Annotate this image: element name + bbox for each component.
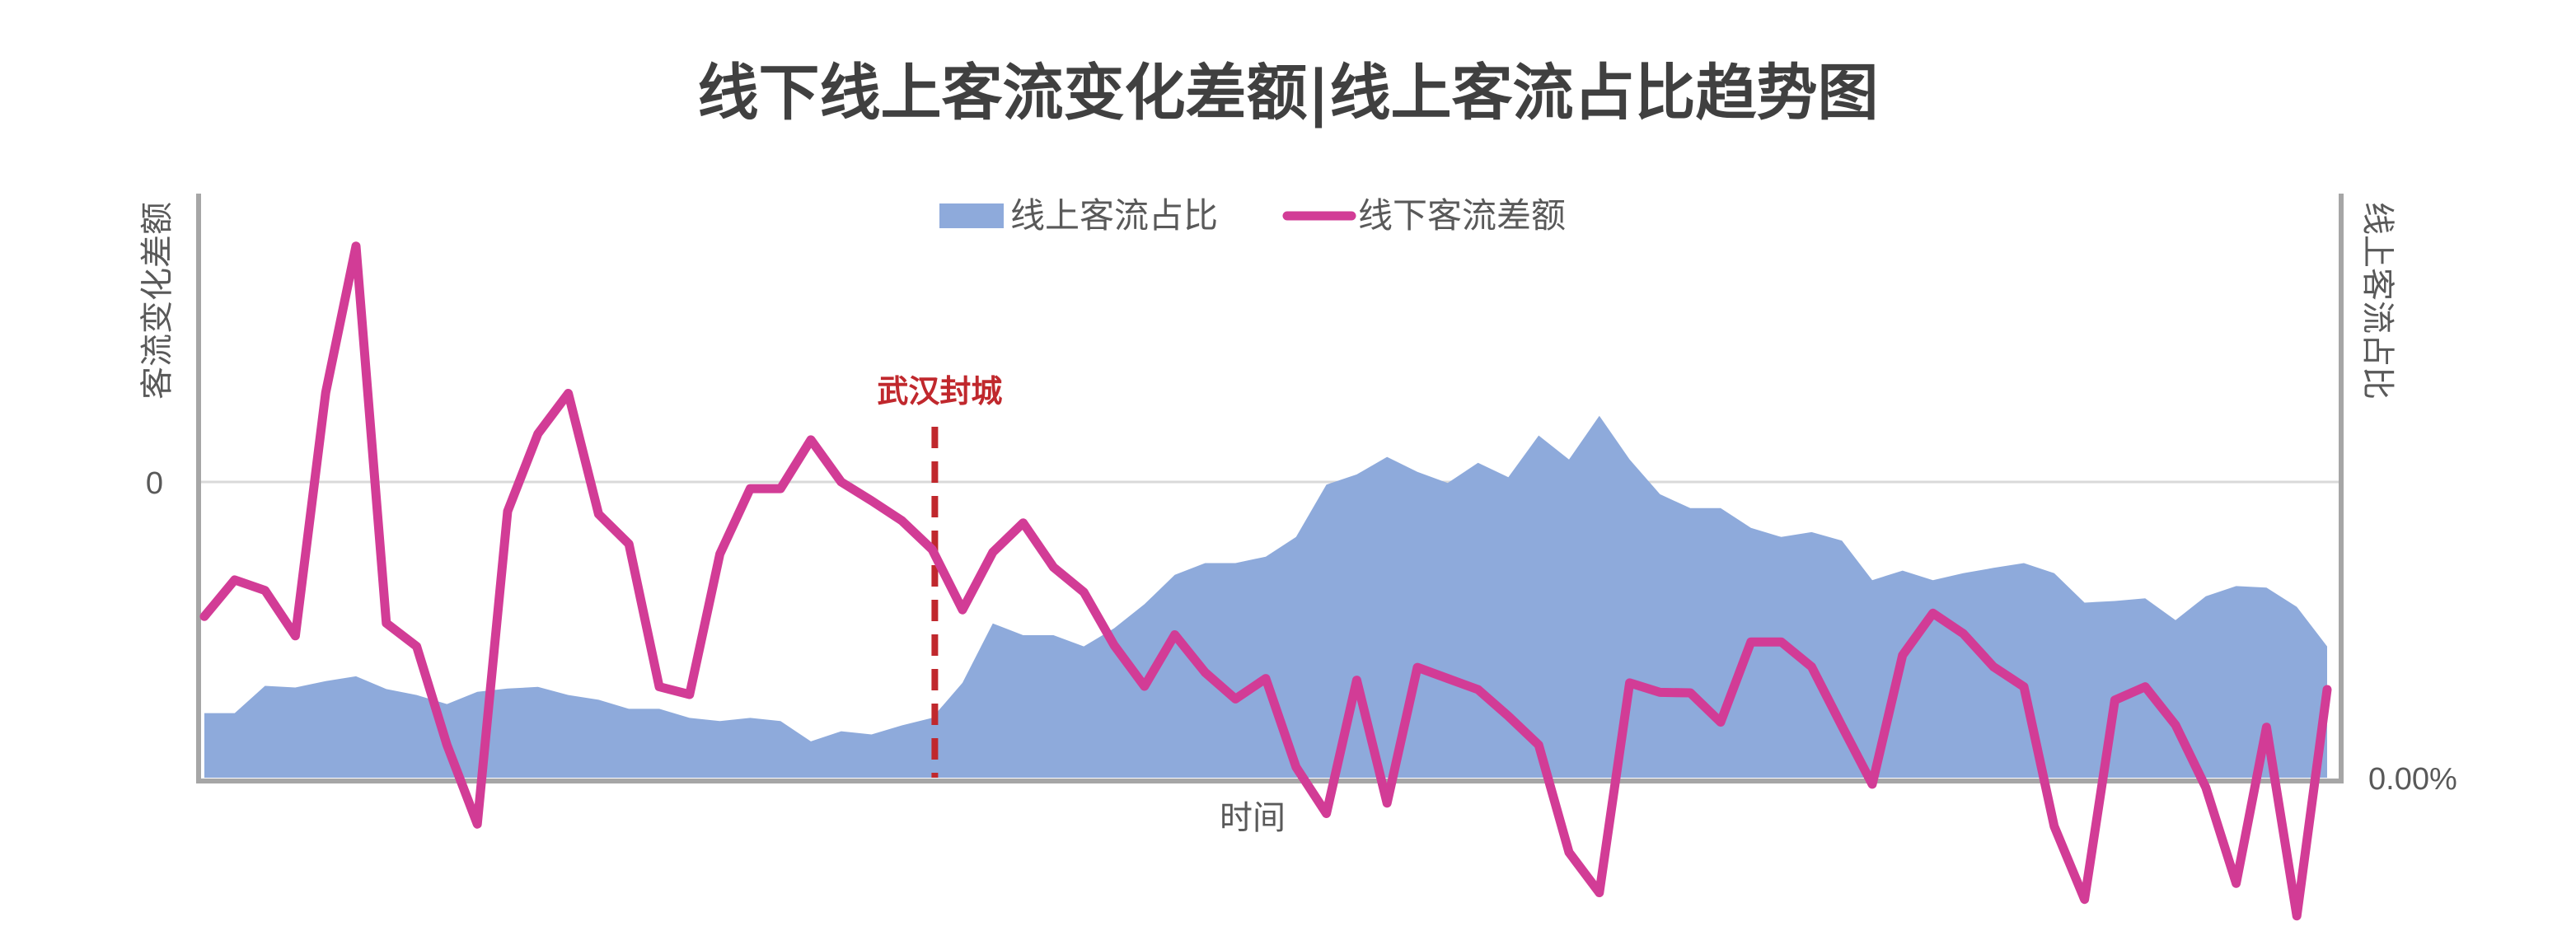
lockdown-marker-label: 武汉封城 (877, 373, 1002, 409)
right-axis-title: 线上客流占比 (2358, 202, 2396, 400)
left-axis-tick-zero: 0 (146, 466, 163, 501)
x-axis-title: 时间 (1220, 799, 1286, 837)
chart-title: 线下线上客流变化差额|线上客流占比趋势图 (697, 58, 1878, 129)
legend-label-line: 线下客流差额 (1358, 195, 1566, 236)
right-axis-tick-zero: 0.00% (2368, 762, 2457, 797)
online-share-area (204, 415, 2327, 778)
offline-diff-line (199, 241, 2332, 921)
legend-swatch-area (939, 203, 1004, 228)
legend-label-area: 线上客流占比 (1010, 195, 1218, 236)
left-axis-title: 客流变化差额 (138, 202, 176, 400)
legend: 线上客流占比 线下客流差额 (939, 195, 1566, 236)
